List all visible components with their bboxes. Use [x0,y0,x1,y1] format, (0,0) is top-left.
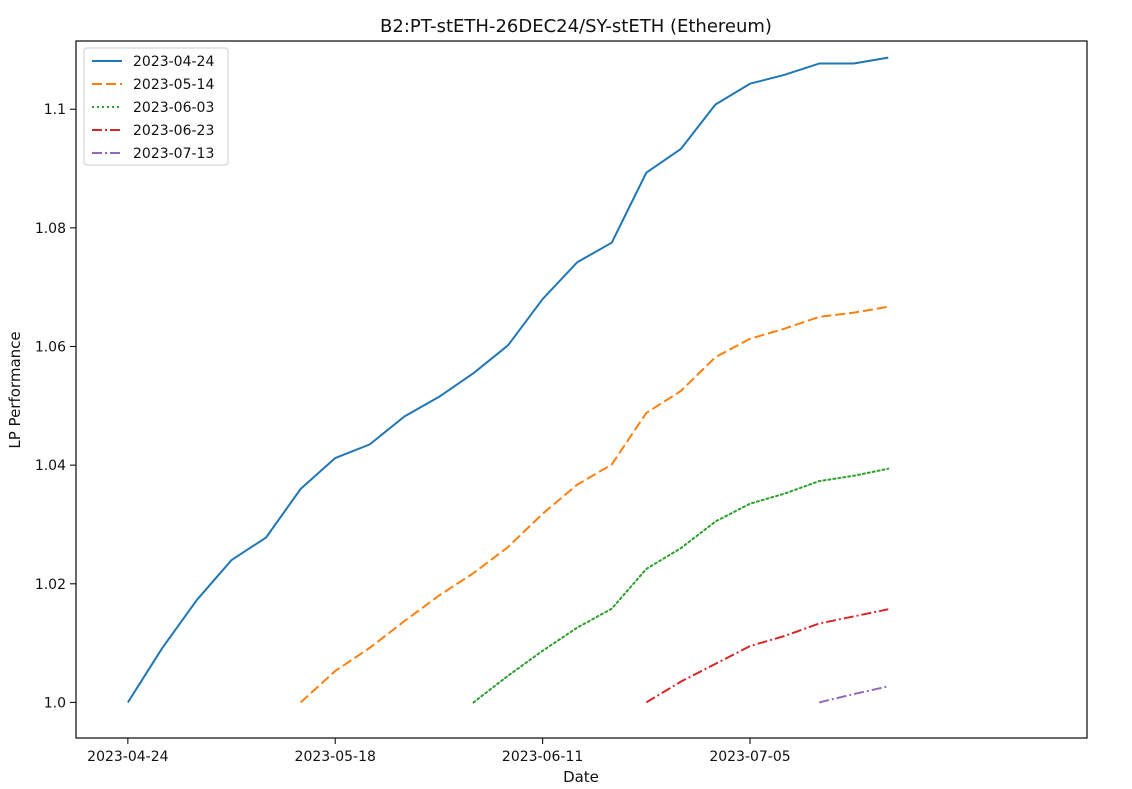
series-line-2023-07-13 [818,685,889,704]
legend-frame [83,47,229,166]
y-tick-label: 1.06 [35,339,66,355]
series-lines [127,56,890,704]
legend-label: 2023-06-03 [133,100,214,116]
y-tick-label: 1.04 [35,458,66,474]
series-line-2023-04-24 [127,56,889,703]
plot-area-frame [75,40,1088,739]
y-axis-ticks: 1.0 1.02 1.04 1.06 1.08 1.1 [35,102,76,711]
y-tick-label: 1.02 [35,577,66,593]
series-line-2023-06-23 [645,608,889,704]
legend: 2023-04-24 2023-05-14 2023-06-03 2023-06-23… [83,47,229,166]
x-tick-label: 2023-06-11 [502,749,583,765]
legend-label: 2023-07-13 [133,146,214,162]
legend-label: 2023-04-24 [133,54,214,70]
x-tick-label: 2023-04-24 [87,749,168,765]
x-axis-ticks: 2023-04-24 2023-05-18 2023-06-11 2023-07-05 [87,738,791,765]
series-line-2023-06-03 [472,467,890,704]
y-tick-label: 1.08 [35,221,66,237]
legend-label: 2023-06-23 [133,123,214,139]
legend-label: 2023-05-14 [133,77,214,93]
chart-title: B2:PT-stETH-26DEC24/SY-stETH (Ethereum) [380,16,772,37]
series-line-2023-05-14 [299,305,889,704]
x-axis-label: Date [563,768,599,786]
x-tick-label: 2023-07-05 [709,749,790,765]
y-tick-label: 1.0 [44,695,66,711]
y-tick-label: 1.1 [44,102,66,118]
x-tick-label: 2023-05-18 [295,749,376,765]
y-axis-label: LP Performance [6,331,24,448]
